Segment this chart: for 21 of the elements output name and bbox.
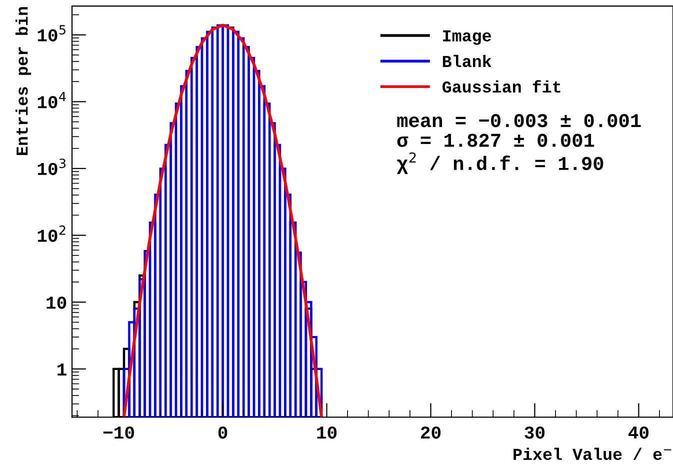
annotation: mean = −0.003 ± 0.001: [397, 114, 641, 128]
y-tick-label: 10$^{3}$: [38, 158, 66, 176]
y-tick-label: 10$^{2}$: [38, 225, 66, 242]
line-series: [122, 24, 323, 418]
legend-label: Gaussian fit: [442, 80, 560, 93]
y-tick-label: 10$^{4}$: [38, 92, 66, 108]
x-tick-label: 40: [628, 426, 648, 439]
x-tick-label: 30: [524, 426, 545, 439]
x-axis-title: Pixel Value / e$^{−}$: [514, 448, 672, 460]
y-axis-title: Entries per bin: [16, 7, 32, 155]
y-tick-label: 10: [46, 296, 66, 309]
annotation: σ = 1.827 ± 0.001: [397, 134, 594, 147]
legend-label: Image: [443, 30, 492, 45]
annotation: χ$^{2}$ / n.d.f. = 1.90: [396, 152, 604, 174]
x-tick-label: 10: [317, 426, 337, 439]
x-tick-label: 0: [218, 426, 228, 439]
legend-label: Blank: [442, 54, 492, 68]
y-tick-label: 10$^{5}$: [38, 25, 66, 42]
x-tick-label: −10: [103, 426, 134, 439]
x-tick-label: 20: [420, 426, 441, 439]
y-tick-label: 1: [58, 364, 66, 376]
